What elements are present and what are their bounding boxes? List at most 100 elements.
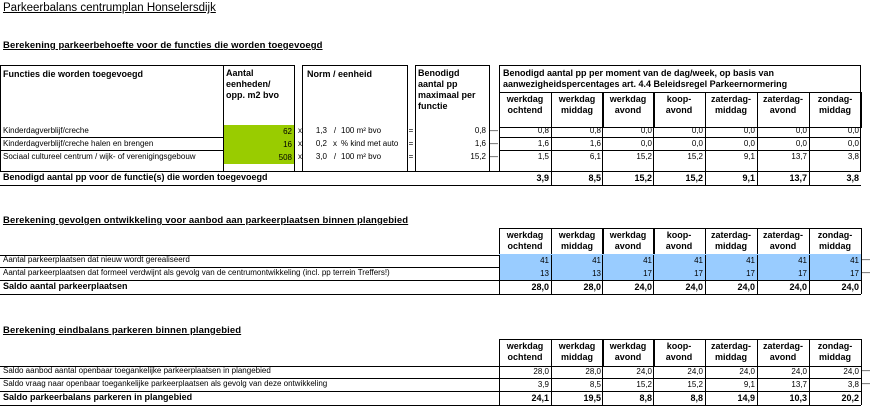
norm-value: 1,3 [315, 126, 327, 135]
parking-input[interactable]: 17 [809, 267, 861, 280]
total-value: 24,0 [685, 282, 703, 292]
moment-header-word: koop- [666, 94, 692, 104]
moment-header-word: avond [614, 241, 642, 251]
moment-column-header: zaterdag-middag [705, 341, 757, 363]
total-value: 13,7 [789, 173, 807, 183]
multiply-sign: x [298, 139, 302, 148]
moment-col-header: Benodigd aantal pp per moment van de dag… [503, 68, 787, 90]
total-value: 15,2 [634, 173, 652, 183]
moment-value: 1,5 [537, 152, 549, 161]
aantal-input[interactable]: 16 [224, 138, 294, 151]
functie-label: Sociaal cultureel centrum / wijk- of ver… [3, 152, 196, 161]
equals-sign: = [408, 126, 414, 135]
moment-header-word: werkdag [558, 341, 596, 351]
moment-header-word: middag [714, 352, 747, 362]
moment-value: 13,7 [791, 380, 807, 389]
moment-column-header: zondag-middag [809, 230, 861, 252]
moment-column-header: koop-avond [653, 94, 705, 116]
moment-value: 13,7 [791, 152, 807, 161]
moment-value: 15,2 [687, 152, 703, 161]
arrow-dash: — [490, 152, 498, 161]
total-value: 28,0 [531, 282, 549, 292]
benodigd-value: 0,8 [474, 126, 486, 135]
total-value: 20,2 [841, 393, 859, 403]
moment-value: 15,2 [636, 380, 652, 389]
multiply-sign: x [298, 126, 302, 135]
total-label: Saldo aantal parkeerplaatsen [3, 281, 128, 291]
moment-header-word: middag [818, 105, 851, 115]
moment-header-word: middag [560, 241, 593, 251]
moment-column-header: werkdag ochtend [499, 94, 551, 116]
parking-input[interactable]: 41 [602, 254, 654, 267]
parking-input[interactable]: 41 [551, 254, 603, 267]
moment-value: 9,1 [743, 152, 755, 161]
total-label: Benodigd aantal pp voor de functie(s) di… [3, 172, 268, 182]
parking-input[interactable]: 41 [705, 254, 757, 267]
total-value: 15,2 [685, 173, 703, 183]
moment-value: 0,0 [640, 139, 652, 148]
moment-value: 8,5 [589, 380, 601, 389]
arrow-dash: — [862, 379, 870, 388]
total-value: 8,5 [588, 173, 601, 183]
parking-input[interactable]: 17 [705, 267, 757, 280]
moment-value: 24,0 [687, 367, 703, 376]
moment-header-word: ochtend [507, 241, 543, 251]
equals-sign: = [408, 139, 414, 148]
parking-input[interactable]: 41 [809, 254, 861, 267]
moment-header-word: zondag- [817, 230, 853, 240]
parking-input[interactable]: 17 [653, 267, 705, 280]
moment-value: 28,0 [585, 367, 601, 376]
moment-header-word: werkdag [609, 230, 647, 240]
parking-input[interactable]: 41 [499, 254, 551, 267]
aantal-header-line: opp. m2 bvo [226, 90, 280, 100]
moment-header-word: zaterdag- [710, 230, 751, 240]
benodigd-header-line: Benodigd [418, 68, 460, 78]
total-value: 24,0 [634, 282, 652, 292]
parking-input[interactable]: 17 [602, 267, 654, 280]
moment-column-header: werkdag avond [602, 230, 654, 252]
parking-input[interactable]: 41 [757, 254, 809, 267]
moment-column-header: werkdag middag [551, 341, 603, 363]
functie-label: Kinderdagverblijf/creche halen en brenge… [3, 139, 154, 148]
moment-value: 3,8 [847, 380, 859, 389]
norm-value: 3,0 [315, 152, 327, 161]
moment-value: 15,2 [687, 380, 703, 389]
moment-value: 0,0 [847, 139, 859, 148]
total-value: 8,8 [690, 393, 703, 403]
moment-header-word: zaterdag- [762, 230, 803, 240]
moment-column-header: werkdag middag [551, 230, 603, 252]
parking-input[interactable]: 13 [551, 267, 603, 280]
moment-header-word: werkdag [558, 230, 596, 240]
parking-input[interactable]: 17 [757, 267, 809, 280]
section1-heading: Berekening parkeerbehoefte voor de funct… [3, 40, 323, 51]
moment-value: 3,9 [537, 380, 549, 389]
moment-header-word: zaterdag- [762, 341, 803, 351]
moment-header-word: zaterdag- [762, 94, 803, 104]
moment-value: 0,0 [743, 126, 755, 135]
parking-input[interactable]: 13 [499, 267, 551, 280]
moment-value: 24,0 [636, 367, 652, 376]
arrow-dash: — [862, 366, 870, 375]
moment-header-word: zaterdag- [710, 94, 751, 104]
moment-value: 0,0 [795, 126, 807, 135]
benodigd-header-line: maximaal per [418, 90, 476, 100]
norm-unit: 100 m² bvo [341, 152, 382, 161]
total-value: 24,0 [789, 282, 807, 292]
moment-header-word: ochtend [507, 352, 543, 362]
moment-value: 0,0 [640, 126, 652, 135]
total-value: 24,0 [841, 282, 859, 292]
arrow-dash: — [862, 255, 870, 264]
norm-unit: 100 m² bvo [341, 126, 382, 135]
moment-header-word: werkdag [609, 341, 647, 351]
aantal-input[interactable]: 508 [224, 151, 294, 164]
total-value: 24,0 [737, 282, 755, 292]
arrow-dash: — [862, 268, 870, 277]
norm-separator: / [333, 152, 337, 161]
total-value: 8,8 [639, 393, 652, 403]
benodigd-header-line: functie [418, 101, 448, 111]
moment-header-word: avond [769, 241, 797, 251]
moment-header-word: zondag- [817, 341, 853, 351]
moment-column-header: zaterdag-avond [757, 94, 809, 116]
parking-input[interactable]: 41 [653, 254, 705, 267]
aantal-input[interactable]: 62 [224, 125, 294, 138]
